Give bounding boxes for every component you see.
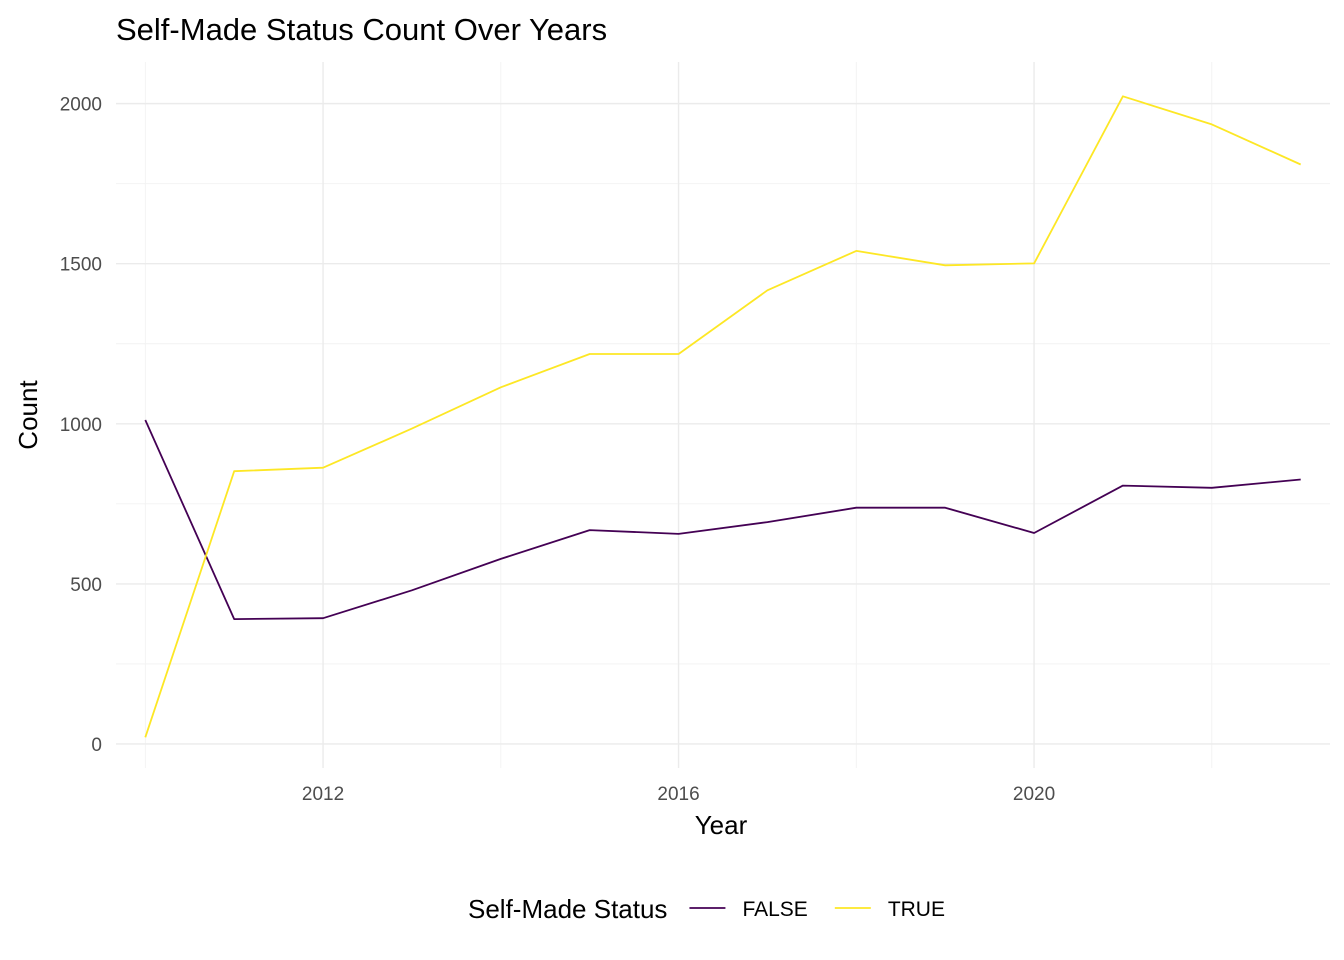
- legend-item-false: FALSE: [689, 898, 808, 921]
- x-axis-title: Year: [695, 810, 748, 840]
- y-tick-label: 1000: [60, 415, 102, 436]
- y-tick-label: 0: [91, 735, 102, 756]
- x-axis-ticks: 2012 2016 2020: [302, 784, 1055, 805]
- x-tick-label: 2020: [1013, 784, 1055, 805]
- legend-label: FALSE: [742, 898, 807, 921]
- series-lines: [144, 95, 1302, 738]
- x-tick-label: 2016: [657, 784, 699, 805]
- legend-items: FALSE TRUE: [689, 898, 945, 921]
- legend-item-true: TRUE: [834, 898, 945, 921]
- y-tick-label: 500: [70, 575, 102, 596]
- legend: Self-Made Status FALSE TRUE: [468, 894, 945, 924]
- y-axis-ticks: 0 500 1000 1500 2000: [60, 95, 102, 756]
- x-tick-label: 2012: [302, 784, 344, 805]
- legend-label: TRUE: [888, 898, 945, 921]
- y-tick-label: 1500: [60, 255, 102, 276]
- chart-title: Self-Made Status Count Over Years: [116, 12, 607, 47]
- grid-lines: [116, 62, 1330, 768]
- legend-title: Self-Made Status: [468, 894, 667, 924]
- y-tick-label: 2000: [60, 95, 102, 116]
- series-line-true: [144, 95, 1302, 738]
- y-axis-title: Count: [13, 380, 43, 450]
- series-line-false: [144, 419, 1301, 620]
